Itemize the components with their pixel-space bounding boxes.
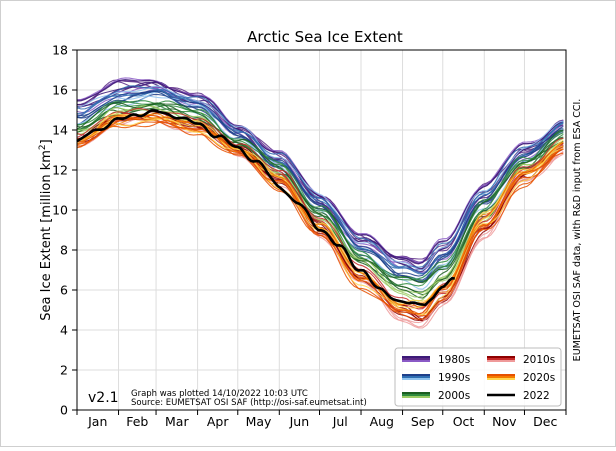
x-tick-label-jul: Jul: [332, 414, 348, 429]
source-note: Source: EUMETSAT OSI SAF (http://osi-saf…: [131, 398, 367, 408]
legend-label: 2022: [523, 390, 550, 402]
y-tick-label: 12: [52, 163, 68, 178]
legend-label: 2010s: [523, 354, 555, 366]
x-tick-label-sep: Sep: [411, 414, 435, 429]
legend-label: 2000s: [438, 390, 470, 402]
legend-item-2022: 2022: [487, 390, 550, 402]
x-tick-label-oct: Oct: [453, 414, 475, 429]
decade-line-1990s: [76, 85, 564, 271]
decade-line-2020s: [76, 113, 564, 304]
series-line-2022: [76, 109, 455, 307]
y-axis-ticks: 0 2 4 6 8 10 12 14 16 18: [52, 43, 77, 418]
legend-label: 2020s: [523, 372, 555, 384]
x-tick-label-aug: Aug: [370, 414, 394, 429]
x-tick-label-mar: Mar: [165, 414, 189, 429]
y-tick-label: 4: [60, 323, 68, 338]
chart-title: Arctic Sea Ice Extent: [247, 28, 403, 46]
legend-item-1980s: 1980s: [402, 354, 470, 366]
plot-frame: [76, 49, 567, 411]
decade-line-2000s: [76, 101, 564, 284]
highlight-series-layer: [76, 109, 455, 307]
x-tick-label-jun: Jun: [289, 414, 310, 429]
x-axis-months: Jan Feb Mar Apr May Jun Jul Aug Sep Oct Nov Dec: [76, 410, 567, 429]
legend-label: 1990s: [438, 372, 470, 384]
y-tick-label: 8: [60, 243, 68, 258]
decade-line-1980s: [76, 79, 564, 264]
x-tick-label-nov: Nov: [492, 414, 517, 429]
y-tick-label: 10: [52, 203, 68, 218]
y-tick-label: 2: [60, 363, 68, 378]
decade-line-1990s: [76, 90, 564, 277]
x-tick-label-dec: Dec: [533, 414, 557, 429]
plot-date-note: Graph was plotted 14/10/2022 10:03 UTC: [131, 389, 308, 399]
decade-line-1990s: [76, 85, 564, 268]
decade-line-2020s: [76, 114, 564, 306]
y-tick-label: 6: [60, 283, 68, 298]
y-tick-label: 16: [52, 83, 68, 98]
y-tick-label: 18: [52, 43, 68, 58]
legend-item-2020s: 2020s: [487, 372, 555, 384]
x-tick-label-feb: Feb: [126, 414, 148, 429]
x-tick-label-apr: Apr: [207, 414, 229, 429]
legend: 1980s 2010s 1990s 2020s 2000s 2022: [394, 347, 562, 407]
legend-item-1990s: 1990s: [402, 372, 470, 384]
y-tick-label: 14: [52, 123, 68, 138]
legend-box: [394, 347, 562, 407]
version-label: v2.1: [88, 390, 119, 406]
y-axis-label: Sea Ice Extent [million km2]: [38, 139, 54, 320]
decade-series-layer: [76, 77, 564, 329]
legend-label: 1980s: [438, 354, 470, 366]
decade-line-1980s: [77, 77, 564, 263]
y-tick-label: 0: [60, 403, 68, 418]
legend-item-2000s: 2000s: [402, 390, 470, 402]
decade-line-2000s: [76, 106, 564, 293]
legend-item-2010s: 2010s: [487, 354, 555, 366]
decade-line-2020s: [76, 118, 564, 315]
credit-text: EUMETSAT OSI SAF data, with R&D input fr…: [572, 99, 583, 362]
decade-line-2020s: [76, 113, 564, 316]
x-tick-label-jan: Jan: [87, 414, 107, 429]
x-tick-label-may: May: [246, 414, 272, 429]
